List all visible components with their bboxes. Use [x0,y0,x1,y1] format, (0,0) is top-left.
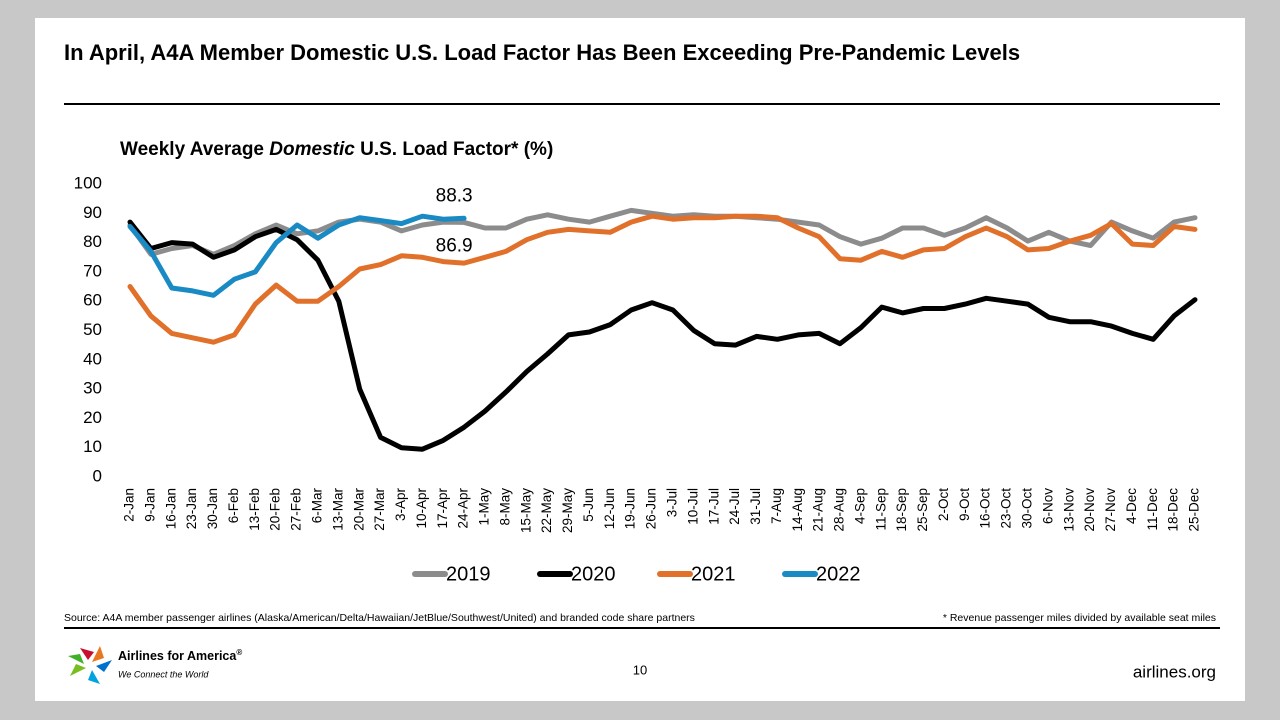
x-tick-label: 20-Feb [268,488,283,531]
x-tick-label: 30-Oct [1020,488,1035,529]
x-tick-label: 10-Jul [685,488,700,525]
x-tick-label: 5-Jun [581,488,596,522]
data-label: 88.3 [436,185,473,206]
x-tick-label: 13-Mar [330,488,345,531]
y-tick-label: 10 [83,437,102,456]
x-tick-label: 2-Jan [122,488,137,522]
footnote: * Revenue passenger miles divided by ava… [943,612,1216,624]
slide-panel [35,18,1245,701]
x-tick-label: 25-Sep [915,488,930,532]
x-tick-label: 6-Feb [226,488,241,523]
x-tick-label: 8-May [497,488,512,526]
logo-tagline: We Connect the World [118,669,209,679]
x-tick-label: 6-Nov [1040,488,1055,524]
x-tick-label: 2-Oct [936,488,951,521]
y-tick-label: 30 [83,379,102,398]
legend-label: 2022 [816,563,861,585]
data-label: 86.9 [436,235,473,256]
x-tick-label: 27-Nov [1103,488,1118,532]
x-tick-label: 24-Apr [456,488,471,529]
x-tick-label: 9-Jan [142,488,157,522]
x-tick-label: 6-Mar [310,488,325,524]
x-tick-label: 9-Oct [957,488,972,521]
x-tick-label: 15-May [518,488,533,533]
x-tick-label: 27-Mar [372,488,387,531]
page-number: 10 [633,662,647,677]
x-tick-label: 18-Sep [894,488,909,532]
y-tick-label: 70 [83,261,102,280]
x-tick-label: 23-Jan [184,488,199,529]
x-tick-label: 7-Aug [769,488,784,524]
y-tick-label: 100 [74,173,102,192]
logo-text: Airlines for America [118,649,237,663]
x-tick-label: 26-Jun [644,488,659,529]
x-tick-label: 28-Aug [832,488,847,532]
x-tick-label: 11-Sep [873,488,888,531]
x-tick-label: 4-Dec [1124,488,1139,524]
legend-label: 2021 [691,563,736,585]
legend-label: 2020 [571,563,616,585]
x-tick-label: 23-Oct [999,488,1014,529]
y-tick-label: 60 [83,291,102,310]
x-tick-label: 13-Feb [247,488,262,531]
x-tick-label: 13-Nov [1061,488,1076,532]
x-tick-label: 18-Dec [1166,488,1181,532]
legend-label: 2019 [446,563,491,585]
x-tick-label: 12-Jun [602,488,617,529]
x-tick-label: 24-Jul [727,488,742,525]
logo-icon [68,646,112,684]
x-tick-label: 3-Apr [393,487,408,521]
x-tick-label: 31-Jul [748,488,763,525]
subtitle-part: Weekly Average [120,139,269,160]
x-tick-label: 19-Jun [623,488,638,529]
y-tick-label: 0 [93,466,102,485]
x-tick-label: 16-Oct [978,488,993,529]
x-tick-label: 17-Apr [435,488,450,529]
series-line [127,219,1198,452]
x-tick-label: 16-Jan [163,488,178,529]
x-tick-label: 20-Nov [1082,488,1097,532]
x-tick-label: 30-Jan [205,488,220,529]
website: airlines.org [1133,662,1216,681]
x-tick-label: 25-Dec [1187,488,1202,532]
chart-subtitle: Weekly Average Domestic U.S. Load Factor… [120,139,553,160]
x-tick-label: 20-Mar [351,488,366,531]
x-tick-label: 1-May [477,488,492,526]
x-tick-label: 29-May [560,488,575,533]
series-line [127,213,467,298]
y-tick-label: 80 [83,232,102,251]
x-tick-label: 4-Sep [852,488,867,524]
y-tick-label: 90 [83,203,102,222]
x-tick-label: 11-Dec [1145,488,1160,531]
x-tick-label: 14-Aug [790,488,805,532]
subtitle-part: Domestic [269,139,355,160]
y-tick-label: 20 [83,408,102,427]
slide-title: In April, A4A Member Domestic U.S. Load … [64,40,1020,65]
x-tick-label: 21-Aug [811,488,826,532]
logo-registered: ® [236,648,242,657]
logo-name: Airlines for America® [118,648,242,663]
subtitle-part: U.S. Load Factor* (%) [355,139,553,160]
x-tick-label: 22-May [539,488,554,533]
series-line [127,213,1198,345]
x-tick-label: 3-Jul [665,488,680,517]
y-tick-label: 50 [83,320,102,339]
x-tick-label: 17-Jul [706,488,721,525]
plot-area: 0 10 20 30 40 50 60 70 80 90 100 2-Jan 9-Jan 16-Jan 23… [74,173,1202,585]
x-tick-label: 10-Apr [414,488,429,529]
source-note: Source: A4A member passenger airlines (A… [64,612,695,624]
y-tick-label: 40 [83,349,102,368]
x-tick-label: 27-Feb [289,488,304,531]
